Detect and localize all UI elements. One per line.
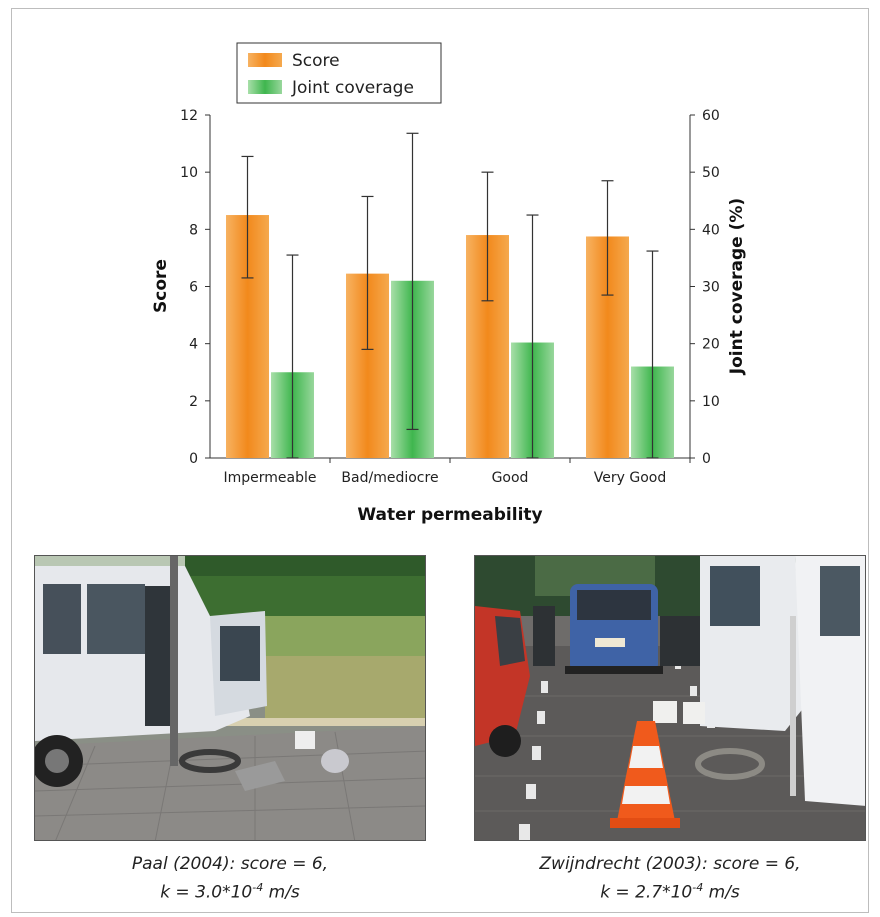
- caption-line-1: Zwijndrecht (2003): score = 6,: [539, 854, 801, 874]
- caption-unit: m/s: [263, 882, 300, 903]
- legend-swatch-score: [248, 53, 282, 67]
- van-site-photo: [34, 555, 426, 841]
- y-tick-label-right: 20: [702, 337, 720, 353]
- caption-exponent: -4: [252, 881, 264, 894]
- y-tick-label-right: 10: [702, 394, 720, 410]
- y-tick-label-right: 30: [702, 280, 720, 296]
- parking-site-photo: [474, 555, 866, 841]
- y-axis-title-left: Score: [151, 259, 171, 313]
- y-tick-label-left: 6: [189, 280, 198, 296]
- y-tick-label-right: 0: [702, 451, 711, 467]
- x-tick-label: Good: [492, 470, 529, 486]
- legend-label-score: Score: [292, 51, 340, 71]
- legend-label-joint-coverage: Joint coverage: [291, 78, 414, 98]
- y-tick-label-left: 4: [189, 337, 198, 353]
- caption-line-1: Paal (2004): score = 6,: [131, 854, 329, 874]
- y-tick-label-left: 12: [180, 108, 198, 124]
- y-tick-label-right: 40: [702, 222, 720, 238]
- x-tick-label: Impermeable: [224, 470, 317, 486]
- caption-k-prefix: k = 2.7*10: [600, 882, 693, 903]
- caption-line-2: k = 2.7*10-4 m/s: [474, 876, 866, 905]
- y-tick-label-left: 8: [189, 222, 198, 238]
- legend-swatch-joint-coverage: [248, 80, 282, 94]
- caption-k-prefix: k = 3.0*10: [160, 882, 253, 903]
- van-site-photo-icon: [35, 556, 425, 840]
- bar-chart: 0 2 4 6 8 10 12 0 10 20 30 40 50 60 Impermeable Bad/med…: [151, 42, 747, 525]
- caption-exponent: -4: [692, 881, 704, 894]
- x-axis-title: Water permeability: [357, 505, 542, 525]
- y-tick-label-right: 50: [702, 165, 720, 181]
- y-tick-label-left: 0: [189, 451, 198, 467]
- y-tick-label-left: 10: [180, 165, 198, 181]
- y-tick-label-right: 60: [702, 108, 720, 124]
- caption-unit: m/s: [703, 882, 740, 903]
- caption-line-2: k = 3.0*10-4 m/s: [34, 876, 426, 905]
- photo-caption-zwijndrecht: Zwijndrecht (2003): score = 6, k = 2.7*1…: [474, 852, 866, 905]
- y-axis-title-right: Joint coverage (%): [727, 198, 747, 375]
- figure-frame: [11, 8, 869, 913]
- x-tick-label: Bad/mediocre: [341, 470, 438, 486]
- x-tick-label: Very Good: [594, 470, 666, 486]
- photo-caption-paal: Paal (2004): score = 6, k = 3.0*10-4 m/s: [34, 852, 426, 905]
- parking-site-photo-icon: [475, 556, 865, 840]
- y-tick-label-left: 2: [189, 394, 198, 410]
